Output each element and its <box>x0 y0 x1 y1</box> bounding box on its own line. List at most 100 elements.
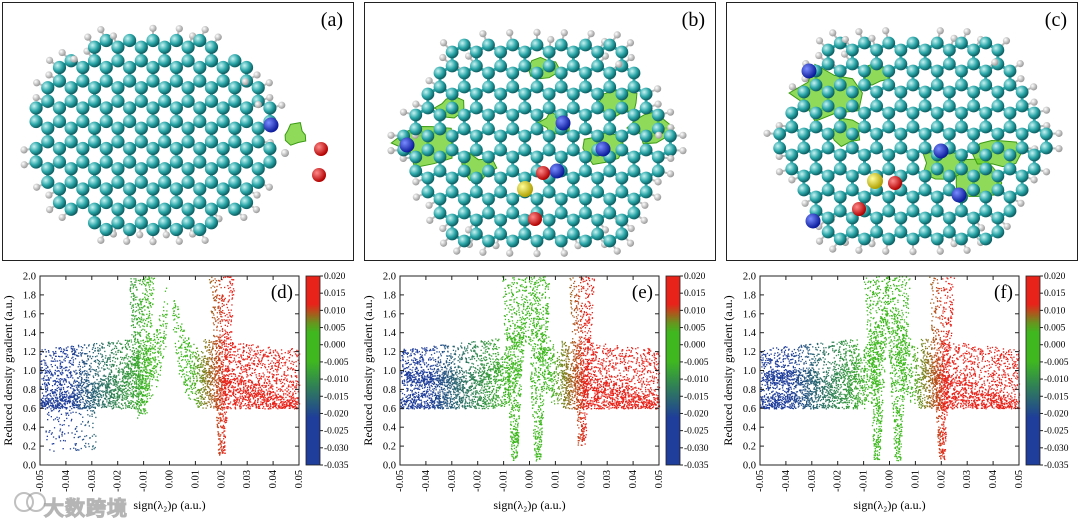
colorbar-tick-label: -0.015 <box>684 392 709 402</box>
colorbar-tick-label: -0.010 <box>324 375 349 385</box>
colorbar-tick-label: -0.025 <box>684 427 709 437</box>
y-tick-label: 0.0 <box>23 461 36 472</box>
colorbar-tick-label: -0.035 <box>1044 461 1069 471</box>
x-tick-label: 0.00 <box>525 470 536 488</box>
y-tick-label: 1.2 <box>383 347 396 358</box>
x-tick-label: 0.03 <box>242 470 253 488</box>
x-tick-label: 0.01 <box>910 470 921 488</box>
colorbar-tick-label: 0.020 <box>324 272 346 282</box>
colorbar-tick-label: -0.005 <box>684 358 709 368</box>
x-tick-label: 0.00 <box>885 470 896 488</box>
x-tick-label: -0.04 <box>781 469 792 492</box>
y-tick-label: 1.0 <box>743 366 756 377</box>
x-tick-label: -0.01 <box>499 470 510 492</box>
colorbar-tick-label: -0.020 <box>324 409 349 419</box>
y-tick-label: 0.8 <box>743 385 756 396</box>
x-tick-label: 0.05 <box>294 470 305 488</box>
x-tick-label: 0.04 <box>628 469 639 488</box>
y-tick-label: 0.6 <box>23 404 36 415</box>
panel-label-c: (c) <box>1045 9 1067 32</box>
colorbar-tick-label: -0.020 <box>684 409 709 419</box>
colorbar-tick-label: 0.000 <box>684 341 706 351</box>
y-tick-label: 0.4 <box>383 423 397 434</box>
x-tick-label: 0.00 <box>165 470 176 488</box>
y-tick-label: 1.6 <box>23 309 36 320</box>
colorbar-tick-label: -0.030 <box>324 444 349 454</box>
y-tick-label: 0.8 <box>23 385 36 396</box>
colorbar <box>1026 276 1040 465</box>
x-tick-label: -0.05 <box>755 470 766 492</box>
y-tick-label: 2.0 <box>743 272 756 283</box>
colorbar-tick-label: -0.035 <box>324 461 349 471</box>
x-tick-label: 0.02 <box>936 470 947 488</box>
colorbar-tick-label: 0.015 <box>684 289 706 299</box>
x-tick-label: 0.02 <box>216 470 227 488</box>
x-tick-label: 0.04 <box>988 469 999 488</box>
plot-label: (e) <box>632 282 653 303</box>
x-tick-label: -0.02 <box>833 470 844 492</box>
x-axis-label: sign(λ₂)ρ (a.u.) <box>853 498 925 512</box>
y-tick-label: 1.4 <box>383 328 397 339</box>
colorbar-tick-label: -0.015 <box>324 392 349 402</box>
y-tick-label: 1.0 <box>23 366 36 377</box>
y-tick-label: 0.2 <box>383 442 396 453</box>
colorbar-tick-label: -0.025 <box>324 427 349 437</box>
y-tick-label: 2.0 <box>383 272 396 283</box>
molecule-image-a <box>3 3 354 261</box>
y-tick-label: 0.0 <box>743 461 756 472</box>
scatter-points <box>40 276 300 456</box>
y-tick-label: 0.2 <box>23 442 36 453</box>
colorbar-tick-label: -0.035 <box>684 461 709 471</box>
y-tick-label: 1.8 <box>383 290 396 301</box>
colorbar <box>666 276 680 465</box>
y-tick-label: 1.6 <box>743 309 756 320</box>
colorbar-tick-label: -0.005 <box>1044 358 1069 368</box>
rdg-chart-e: 0.0 0.2 0.4 0.6 0.8 1.0 1.2 1.4 1.6 1.8 2.0 -0.05 -0… <box>360 266 720 518</box>
colorbar-tick-label: -0.005 <box>324 358 349 368</box>
molecule-panel-c: (c) <box>726 2 1078 261</box>
colorbar-tick-label: -0.025 <box>1044 427 1069 437</box>
y-tick-label: 1.8 <box>23 290 36 301</box>
colorbar-tick-label: 0.015 <box>324 289 346 299</box>
x-tick-label: 0.02 <box>576 470 587 488</box>
y-tick-label: 0.2 <box>743 442 756 453</box>
y-tick-label: 1.2 <box>743 347 756 358</box>
y-tick-label: 1.0 <box>383 366 396 377</box>
molecule-panel-b: (b) <box>364 2 716 261</box>
colorbar <box>306 276 320 465</box>
colorbar-tick-label: 0.020 <box>684 272 706 282</box>
colorbar-tick-label: -0.015 <box>1044 392 1069 402</box>
x-axis-label: sign(λ₂)ρ (a.u.) <box>493 498 565 512</box>
plot-label: (f) <box>994 282 1013 303</box>
x-tick-label: 0.05 <box>654 470 665 488</box>
x-tick-label: -0.03 <box>447 470 458 492</box>
y-tick-label: 0.6 <box>383 404 396 415</box>
y-tick-label: 1.6 <box>383 309 396 320</box>
colorbar-tick-label: 0.010 <box>1044 306 1066 316</box>
plot-label: (d) <box>271 282 293 303</box>
y-tick-label: 1.8 <box>743 290 756 301</box>
watermark-text: 大数跨境 <box>44 492 128 521</box>
x-tick-label: 0.03 <box>602 470 613 488</box>
panel-label-a: (a) <box>321 9 343 32</box>
y-tick-label: 0.0 <box>383 461 396 472</box>
colorbar-tick-label: 0.015 <box>1044 289 1066 299</box>
y-tick-label: 0.8 <box>383 385 396 396</box>
scatter-points <box>760 276 1020 461</box>
scatter-points <box>400 276 660 461</box>
rdg-chart-f: 0.00.20.40.60.81.01.21.41.61.82.0-0.05-0… <box>720 266 1080 518</box>
colorbar-tick-label: 0.005 <box>684 324 706 334</box>
colorbar-tick-label: 0.000 <box>1044 341 1066 351</box>
x-tick-label: 0.05 <box>1014 470 1025 488</box>
molecule-image-b <box>365 3 716 261</box>
y-axis-label: Reduced density gradient (a.u.) <box>361 295 375 445</box>
colorbar-tick-label: -0.010 <box>684 375 709 385</box>
colorbar-tick-label: -0.020 <box>1044 409 1069 419</box>
y-tick-label: 0.4 <box>23 423 37 434</box>
colorbar-tick-label: 0.005 <box>1044 324 1066 334</box>
x-tick-label: 0.01 <box>550 470 561 488</box>
x-tick-label: 0.03 <box>962 470 973 488</box>
x-tick-label: -0.05 <box>395 470 406 492</box>
y-tick-label: 0.4 <box>743 423 757 434</box>
